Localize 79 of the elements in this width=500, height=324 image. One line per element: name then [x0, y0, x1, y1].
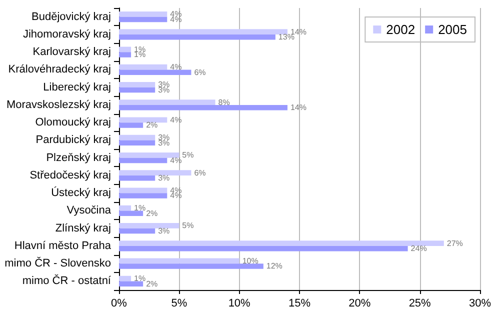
data-label: 1%: [134, 50, 146, 60]
bar: [119, 193, 168, 198]
bar: [119, 240, 444, 246]
bar: [119, 64, 168, 70]
data-label: 5%: [182, 150, 194, 160]
data-label: 4%: [170, 62, 182, 72]
x-tick-label: 0%: [111, 298, 128, 310]
bar: [119, 12, 168, 17]
data-label: 2%: [146, 120, 158, 130]
data-label: 4%: [170, 115, 182, 124]
bar: [119, 223, 180, 228]
bar: [119, 82, 156, 88]
y-tick-label: Plzeňský kraj: [46, 152, 111, 164]
data-label: 2%: [146, 208, 158, 218]
bar: [119, 210, 144, 216]
bar: [119, 16, 168, 22]
bar: [119, 140, 156, 146]
bar: [119, 205, 132, 211]
data-label: 6%: [194, 168, 206, 178]
bar: [119, 170, 192, 176]
bar: [119, 264, 264, 269]
y-tick-label: Královéhradecký kraj: [8, 64, 111, 76]
y-tick-label: Zlínský kraj: [55, 222, 111, 234]
bar: [119, 276, 132, 282]
bar: [119, 70, 192, 75]
data-label: 2%: [146, 279, 158, 288]
data-label: 27%: [446, 238, 463, 248]
data-label: 5%: [182, 221, 194, 230]
y-tick-label: Olomoucký kraj: [35, 116, 111, 129]
data-label: 10%: [242, 256, 258, 266]
x-tick-label: 5%: [171, 298, 188, 310]
y-tick-label: Vysočina: [66, 204, 112, 217]
bar: [119, 52, 132, 58]
data-label: 4%: [170, 191, 182, 200]
bar: [119, 158, 168, 164]
bar: [119, 122, 144, 128]
bar: [119, 104, 288, 110]
bar: [119, 100, 216, 105]
legend-label: 2005: [438, 22, 467, 37]
y-tick-label: Jihomoravský kraj: [22, 28, 111, 40]
data-label: 12%: [266, 262, 282, 271]
data-label: 1%: [134, 274, 146, 284]
y-tick-label: Budějovický kraj: [32, 10, 111, 23]
x-tick-label: 25%: [408, 298, 432, 310]
bar: [119, 175, 156, 181]
data-label: 24%: [410, 244, 427, 254]
bar: [119, 134, 156, 140]
bar: [119, 29, 288, 34]
y-tick-label: Pardubický kraj: [36, 134, 111, 146]
bar: [119, 258, 240, 264]
y-tick-label: Středočeský kraj: [30, 169, 111, 182]
data-label: 14%: [290, 103, 306, 112]
legend-label: 2002: [386, 22, 416, 37]
bar: [119, 188, 168, 194]
data-label: 1%: [134, 204, 146, 213]
y-tick-label: Hlavní město Praha: [14, 240, 112, 252]
bar: [119, 34, 276, 40]
x-tick-label: 30%: [468, 298, 492, 310]
bar: [119, 46, 132, 52]
y-tick-label: Moravskoslezský kraj: [6, 98, 111, 111]
bar: [119, 87, 156, 93]
y-tick-label: Ústecký kraj: [51, 186, 111, 200]
y-tick-label: mimo ČR - Slovensko: [4, 256, 111, 270]
bar: [119, 246, 408, 252]
y-tick-label: mimo ČR - ostatní: [22, 274, 112, 288]
x-tick-label: 15%: [288, 298, 311, 310]
x-tick-label: 20%: [348, 298, 371, 310]
data-label: 6%: [194, 68, 206, 77]
data-label: 3%: [158, 226, 170, 236]
data-label: 3%: [158, 174, 170, 183]
y-tick-label: Liberecký kraj: [43, 81, 111, 94]
bar: [119, 117, 168, 123]
data-label: 4%: [170, 156, 182, 165]
bar: [119, 152, 180, 158]
bar: [119, 228, 156, 234]
y-tick-label: Karlovarský kraj: [32, 46, 111, 58]
x-tick-label: 10%: [228, 298, 251, 310]
bar: [119, 281, 144, 286]
data-label: 8%: [218, 98, 230, 107]
